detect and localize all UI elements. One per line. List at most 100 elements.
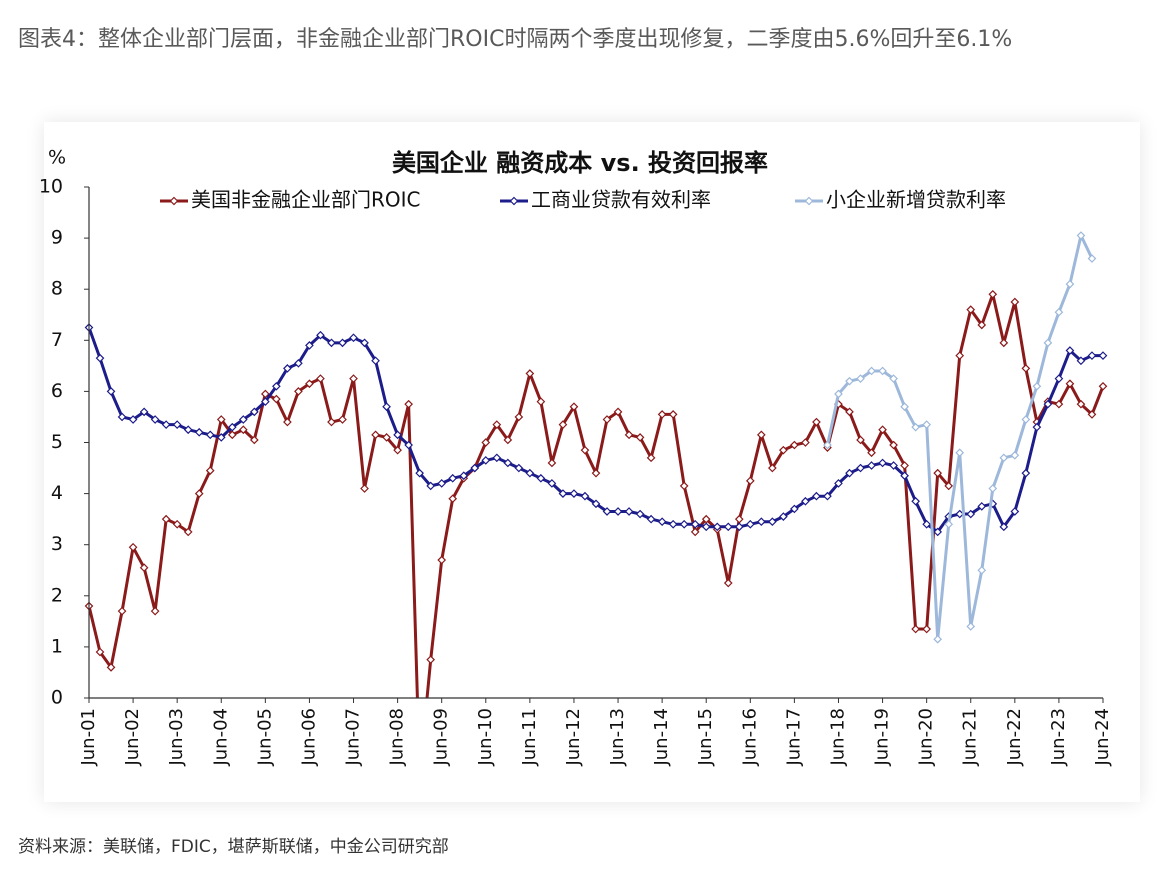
point-marker — [216, 415, 226, 424]
point-marker — [944, 519, 954, 529]
point-marker — [624, 430, 634, 440]
y-tick-label: 8 — [51, 278, 63, 300]
y-tick-label: 4 — [51, 482, 63, 504]
point-marker — [922, 624, 932, 634]
point-marker — [812, 491, 821, 501]
point-marker — [966, 622, 976, 631]
point-marker — [470, 463, 480, 473]
point-marker — [867, 448, 876, 458]
point-marker — [371, 430, 380, 440]
legend-label: 小企业新增贷款利率 — [826, 188, 1006, 212]
point-marker — [790, 440, 799, 450]
point-marker — [823, 440, 832, 450]
point-marker — [492, 420, 502, 429]
point-marker — [900, 461, 909, 470]
point-marker — [933, 527, 943, 537]
point-marker — [249, 435, 259, 445]
point-marker — [1076, 231, 1086, 240]
point-marker — [205, 466, 215, 475]
point-marker — [1065, 379, 1075, 389]
point-marker — [371, 356, 380, 366]
x-tick-label: Jun-22 — [1004, 708, 1025, 767]
point-marker — [580, 491, 590, 501]
point-marker — [426, 481, 436, 491]
x-tick-label: Jun-14 — [651, 708, 672, 767]
point-marker — [1043, 338, 1053, 348]
point-marker — [1032, 381, 1042, 391]
point-marker — [547, 458, 557, 468]
point-marker — [734, 522, 744, 532]
point-marker — [624, 507, 634, 516]
point-marker — [977, 502, 987, 511]
point-marker — [712, 522, 722, 532]
source-note: 资料来源：美联储，FDIC，堪萨斯联储，中金公司研究部 — [18, 837, 449, 857]
y-tick-label: 5 — [51, 431, 63, 453]
x-tick-label: Jun-13 — [607, 708, 628, 767]
x-tick-label: Jun-03 — [166, 708, 187, 767]
point-marker — [1021, 415, 1031, 424]
point-marker — [227, 422, 237, 432]
point-marker — [1054, 399, 1064, 409]
point-marker — [613, 407, 623, 417]
x-tick-label: Jun-02 — [122, 708, 143, 767]
point-marker — [922, 519, 932, 529]
x-tick-label: Jun-20 — [916, 708, 937, 767]
point-marker — [756, 517, 766, 527]
point-marker — [492, 453, 502, 463]
point-marker — [106, 662, 116, 672]
point-marker — [150, 606, 160, 616]
point-marker — [117, 606, 127, 616]
point-marker — [933, 468, 943, 478]
point-marker — [238, 415, 248, 424]
point-marker — [911, 422, 920, 432]
y-tick-label: 9 — [51, 227, 63, 249]
point-marker — [558, 489, 568, 498]
x-tick-label: Jun-05 — [254, 708, 275, 767]
point-marker — [591, 499, 601, 509]
x-tick-label: Jun-12 — [563, 708, 584, 767]
y-tick-label: 6 — [51, 380, 63, 402]
point-marker — [227, 430, 237, 440]
point-marker — [856, 435, 865, 445]
point-marker — [128, 415, 138, 424]
point-marker — [514, 463, 524, 473]
point-marker — [790, 504, 799, 514]
point-marker — [679, 519, 689, 529]
y-tick-label: 0 — [51, 687, 63, 709]
point-marker — [260, 397, 270, 406]
point-marker — [416, 771, 423, 778]
point-marker — [988, 484, 998, 493]
point-marker — [635, 433, 645, 442]
x-tick-label: Jun-18 — [827, 708, 848, 767]
point-marker — [845, 407, 854, 417]
point-marker — [547, 479, 557, 488]
point-marker — [801, 496, 810, 506]
point-marker — [569, 489, 579, 498]
point-marker — [481, 456, 491, 465]
point-marker — [139, 563, 149, 573]
point-marker — [525, 369, 535, 378]
point-marker — [668, 410, 678, 419]
point-marker — [1087, 410, 1097, 419]
point-marker — [448, 494, 458, 504]
point-marker — [1032, 422, 1042, 432]
point-marker — [360, 484, 369, 493]
point-marker — [128, 542, 138, 552]
point-marker — [999, 522, 1009, 532]
point-marker — [95, 647, 105, 657]
point-marker — [878, 366, 887, 376]
point-marker — [338, 415, 347, 424]
point-marker — [966, 509, 976, 519]
point-marker — [878, 458, 887, 468]
point-marker — [856, 374, 865, 383]
point-marker — [1021, 468, 1031, 478]
plot-area — [84, 231, 1108, 778]
point-marker — [613, 507, 623, 516]
point-marker — [327, 338, 336, 348]
point-marker — [161, 514, 171, 524]
x-tick-label: Jun-04 — [210, 708, 231, 767]
point-marker — [183, 425, 193, 435]
point-marker — [459, 471, 469, 481]
y-tick-label: 2 — [51, 584, 63, 606]
point-marker — [900, 471, 909, 481]
